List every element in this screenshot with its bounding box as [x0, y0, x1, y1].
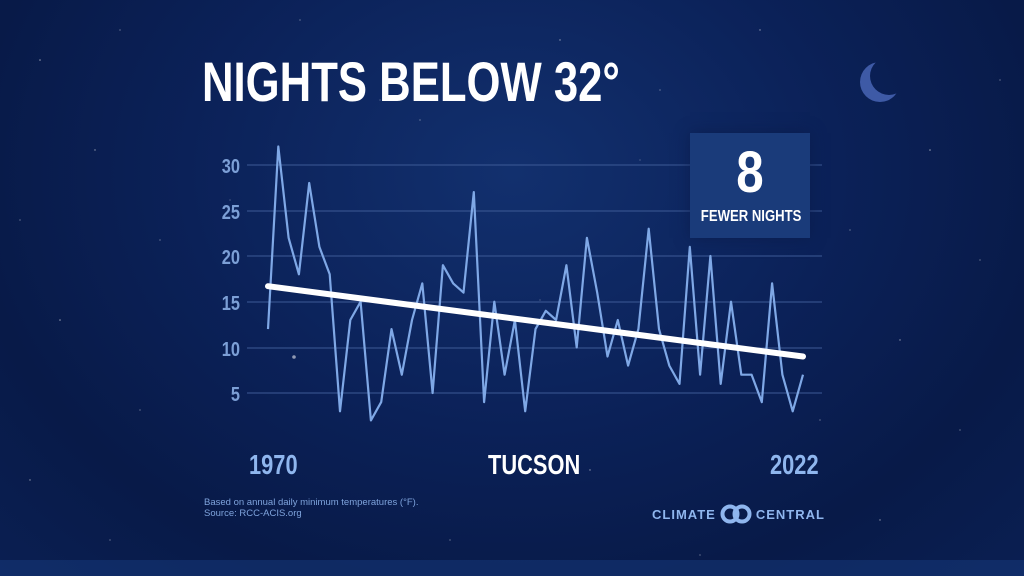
- location-label: TUCSON: [488, 449, 581, 480]
- logo-text-left: CLIMATE: [652, 506, 716, 522]
- change-label: FEWER NIGHTS: [700, 208, 802, 225]
- logo-text-right: CENTRAL: [755, 506, 825, 522]
- data-series-line: [266, 145, 805, 422]
- svg-text:20: 20: [222, 245, 240, 268]
- x-axis-start-label: 1970: [249, 449, 298, 480]
- svg-text:30: 30: [222, 154, 240, 177]
- x-axis-end-label: 2022: [770, 449, 819, 480]
- change-value: 8: [736, 140, 764, 205]
- svg-text:5: 5: [231, 382, 240, 405]
- logo-rings-icon: [720, 504, 752, 524]
- crescent-moon-icon: [860, 62, 900, 102]
- climate-central-logo: CLIMATE CENTRAL: [652, 504, 825, 524]
- footnote: Based on annual daily minimum temperatur…: [204, 497, 418, 519]
- y-axis-ticks: 30 25 20 15 10 5: [222, 154, 240, 405]
- svg-text:15: 15: [222, 291, 240, 314]
- svg-text:25: 25: [222, 200, 240, 223]
- trend-line: [265, 283, 806, 360]
- chart-title: NIGHTS BELOW 32°: [202, 50, 620, 113]
- footnote-basis: Based on annual daily minimum temperatur…: [204, 497, 419, 508]
- footnote-source: Source: RCC-ACIS.org: [204, 508, 302, 519]
- svg-text:10: 10: [222, 337, 240, 360]
- change-badge: 8 FEWER NIGHTS: [690, 133, 810, 238]
